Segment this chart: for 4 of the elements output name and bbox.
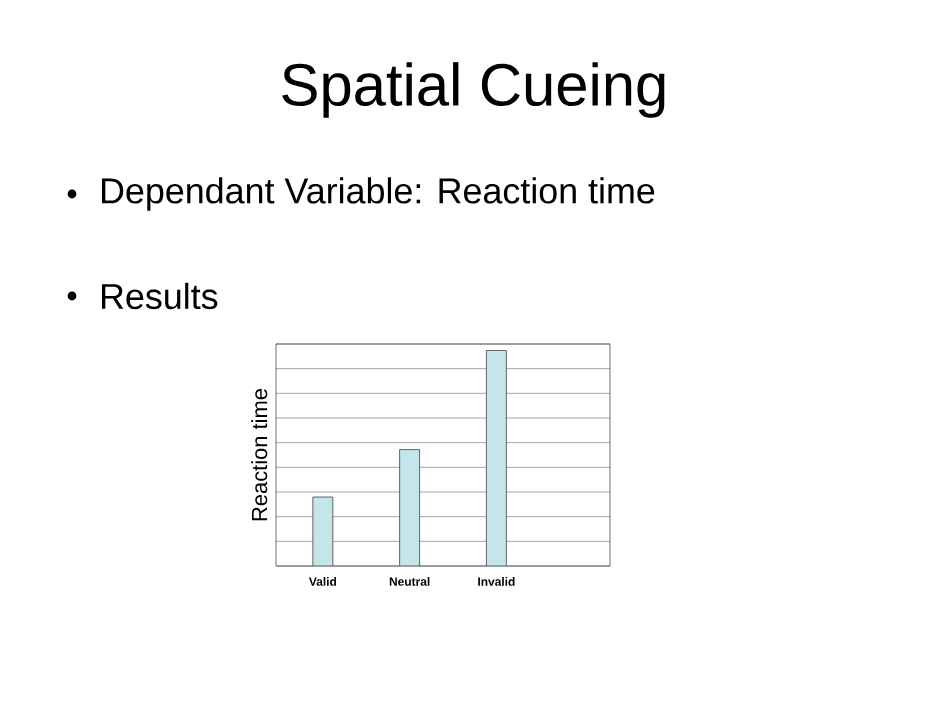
y-axis-title: Reaction time [251, 389, 268, 521]
text: Results [101, 282, 218, 310]
text: Dependant Variable: Reaction time [101, 177, 655, 211]
chart-title: Spatial Cueing [282, 62, 665, 118]
